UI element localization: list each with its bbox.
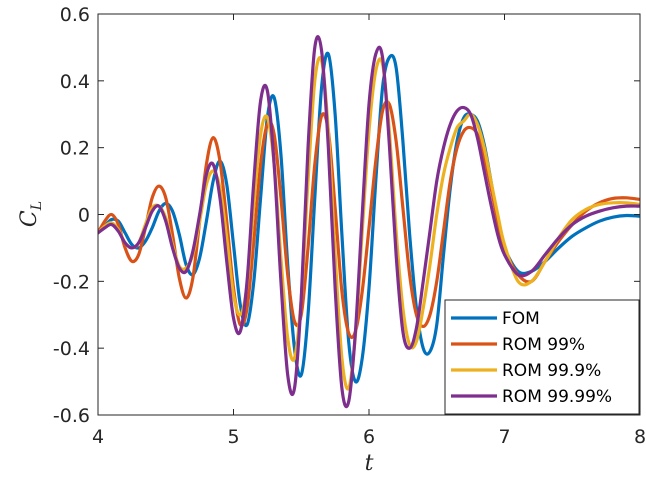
x-tick-label: 7	[498, 426, 510, 448]
legend-label-2: ROM 99%	[502, 335, 585, 355]
series-line-4	[98, 35, 640, 409]
y-axis-label-group: CL	[17, 201, 45, 227]
legend-label-4: ROM 99.99%	[502, 387, 612, 407]
y-axis-label-subscript: L	[29, 201, 45, 211]
y-axis-label: C	[17, 210, 42, 227]
x-tick-label: 8	[634, 426, 646, 448]
x-tick-label: 4	[92, 426, 104, 448]
y-tick-label: -0.6	[53, 405, 90, 427]
series-layer	[98, 35, 640, 409]
svg-text:CL: CL	[17, 201, 45, 227]
legend-label-1: FOM	[502, 309, 540, 329]
y-tick-label: -0.4	[53, 338, 90, 360]
y-tick-label: -0.2	[53, 271, 90, 293]
x-tick-label: 6	[363, 426, 375, 448]
x-tick-label: 5	[227, 426, 239, 448]
legend-label-3: ROM 99.9%	[502, 361, 601, 381]
y-tick-label: 0.4	[60, 71, 90, 93]
y-tick-label: 0.2	[60, 138, 90, 160]
y-tick-label: 0.6	[60, 4, 90, 26]
legend: FOM ROM 99% ROM 99.9% ROM 99.99%	[444, 299, 640, 415]
x-axis-label: t	[365, 451, 374, 476]
y-tick-label: 0	[78, 205, 90, 227]
